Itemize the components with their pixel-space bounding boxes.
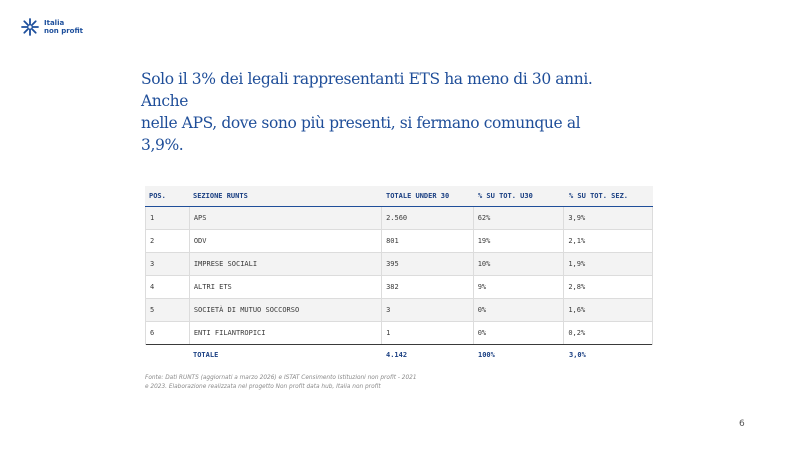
- title-line-1: Solo il 3% dei legali rappresentanti ETS…: [141, 70, 593, 110]
- cell-pos: 1: [146, 207, 190, 229]
- brand-line-1: Italia: [44, 19, 65, 27]
- cell-pos: 4: [146, 276, 190, 298]
- cell-pct-sez: 1,9%: [568, 260, 586, 268]
- cell-pos: 5: [146, 299, 190, 321]
- cell-pct-u30: 9%: [474, 276, 565, 298]
- cell-section: APS: [190, 207, 383, 229]
- cell-pct-sez: 0,2%: [568, 329, 586, 337]
- table-row: 1 APS 2.560 62% 3,9%: [146, 207, 652, 230]
- data-table: POS. SEZIONE RUNTS TOTALE UNDER 30 % SU …: [145, 186, 653, 365]
- cell-total: 801: [382, 230, 474, 252]
- cell-pct-sez: 2,1%: [568, 237, 586, 245]
- cell-total: 3: [382, 299, 474, 321]
- cell-pct-u30: 10%: [474, 253, 565, 275]
- header-pct-sez: % SU TOT. SEZ.: [569, 192, 629, 200]
- brand-name: Italia non profit: [44, 19, 83, 35]
- cell-section: ODV: [190, 230, 383, 252]
- cell-total: 1: [382, 322, 474, 344]
- title-line-2: nelle APS, dove sono più presenti, si fe…: [141, 114, 581, 154]
- total-label: TOTALE: [193, 351, 219, 359]
- table-row: 5 SOCIETÀ DI MUTUO SOCCORSO 3 0% 1,6%: [146, 299, 652, 322]
- cell-pct-u30: 62%: [474, 207, 565, 229]
- cell-section: ENTI FILANTROPICI: [190, 322, 383, 344]
- table-body: 1 APS 2.560 62% 3,9% 2 ODV 801 19% 2,1% …: [145, 207, 653, 345]
- header-pos: POS.: [149, 192, 166, 200]
- header-pct-u30: % SU TOT. U30: [478, 192, 533, 200]
- cell-section: IMPRESE SOCIALI: [190, 253, 383, 275]
- cell-pos: 3: [146, 253, 190, 275]
- table-row: 2 ODV 801 19% 2,1%: [146, 230, 652, 253]
- cell-total: 395: [382, 253, 474, 275]
- cell-pct-sez: 2,8%: [568, 283, 586, 291]
- table-header: POS. SEZIONE RUNTS TOTALE UNDER 30 % SU …: [145, 186, 653, 207]
- table-total-row: TOTALE 4.142 100% 3,0%: [145, 345, 653, 365]
- header-section: SEZIONE RUNTS: [193, 192, 248, 200]
- cell-pos: 6: [146, 322, 190, 344]
- page-title: Solo il 3% dei legali rappresentanti ETS…: [141, 68, 601, 156]
- header-total: TOTALE UNDER 30: [386, 192, 450, 200]
- source-line-2: e 2023. Elaborazione realizzata nel prog…: [145, 384, 381, 390]
- table-row: 6 ENTI FILANTROPICI 1 0% 0,2%: [146, 322, 652, 345]
- brand-logo: Italia non profit: [20, 17, 83, 37]
- total-pct-u30: 100%: [478, 351, 495, 359]
- cell-pct-u30: 19%: [474, 230, 565, 252]
- cell-total: 2.560: [382, 207, 474, 229]
- cell-pct-u30: 0%: [474, 322, 565, 344]
- cell-section: SOCIETÀ DI MUTUO SOCCORSO: [190, 299, 383, 321]
- brand-line-2: non profit: [44, 27, 84, 35]
- total-value: 4.142: [386, 351, 408, 359]
- cell-pct-sez: 3,9%: [568, 214, 586, 222]
- table-row: 4 ALTRI ETS 382 9% 2,8%: [146, 276, 652, 299]
- cell-pct-u30: 0%: [474, 299, 565, 321]
- table-row: 3 IMPRESE SOCIALI 395 10% 1,9%: [146, 253, 652, 276]
- asterisk-icon: [21, 18, 39, 36]
- cell-total: 382: [382, 276, 474, 298]
- total-pct-sez: 3,0%: [569, 351, 586, 359]
- cell-pos: 2: [146, 230, 190, 252]
- source-line-1: Fonte: Dati RUNTS (aggiornati a marzo 20…: [145, 375, 417, 381]
- page-number: 6: [739, 419, 745, 429]
- cell-section: ALTRI ETS: [190, 276, 383, 298]
- cell-pct-sez: 1,6%: [568, 306, 586, 314]
- source-note: Fonte: Dati RUNTS (aggiornati a marzo 20…: [145, 374, 465, 392]
